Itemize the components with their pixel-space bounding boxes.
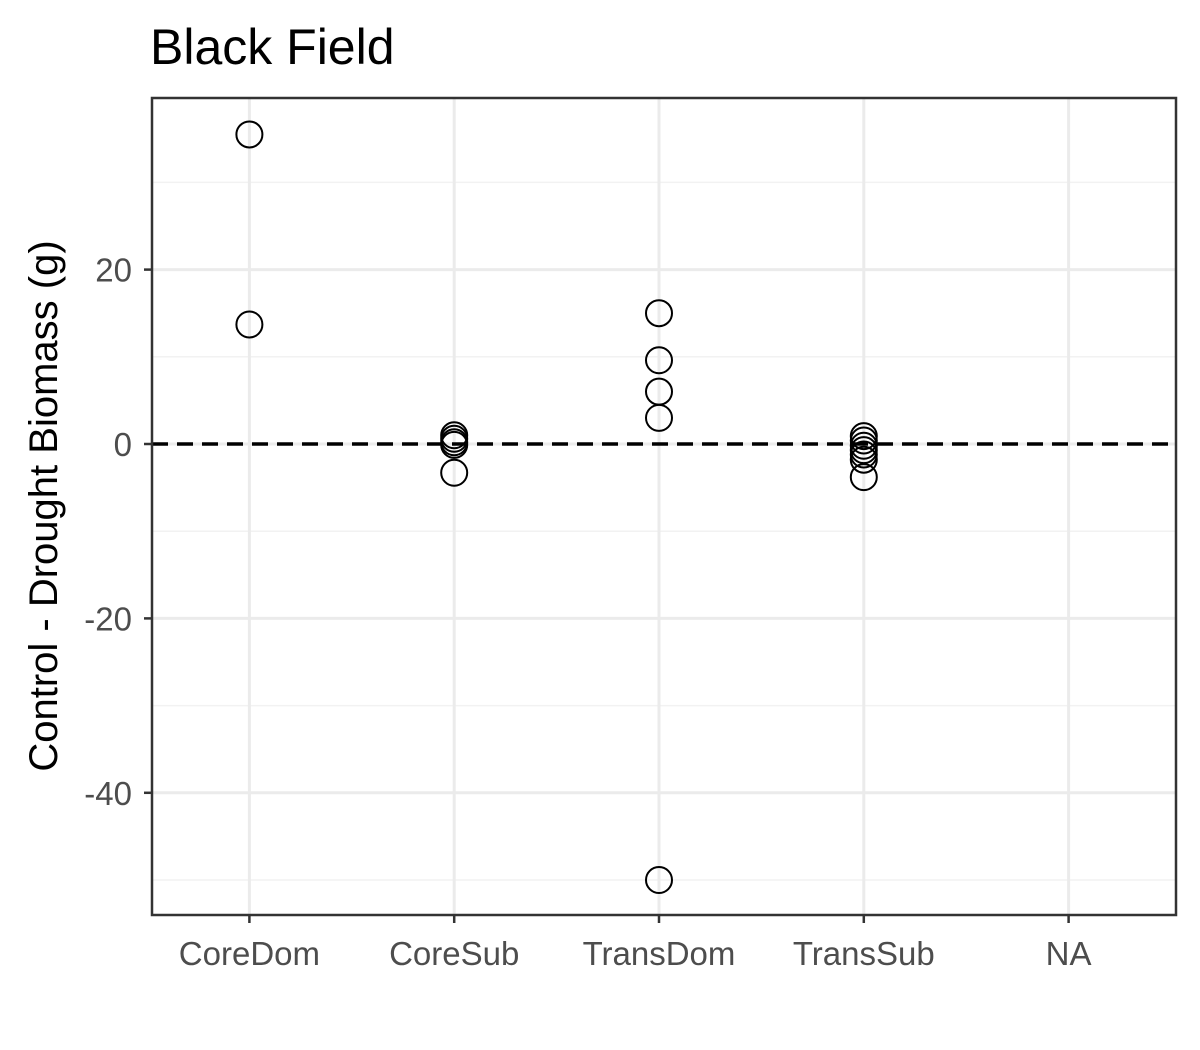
major-gridlines bbox=[152, 98, 1176, 915]
data-point bbox=[849, 426, 878, 455]
data-point bbox=[235, 310, 264, 339]
y-axis: -40 -20 0 20 bbox=[84, 252, 152, 812]
data-points bbox=[235, 120, 878, 894]
x-tick-label: TransSub bbox=[793, 935, 935, 972]
data-point bbox=[849, 440, 878, 469]
x-tick-label: CoreDom bbox=[179, 935, 320, 972]
data-point bbox=[645, 346, 673, 375]
data-point bbox=[645, 403, 673, 432]
data-point bbox=[440, 458, 469, 487]
data-point bbox=[849, 445, 878, 474]
data-point bbox=[235, 120, 264, 149]
data-point bbox=[645, 299, 673, 328]
x-tick-label: CoreSub bbox=[389, 935, 519, 972]
data-point bbox=[645, 866, 673, 894]
data-point bbox=[440, 430, 469, 459]
y-tick-label: -40 bbox=[84, 775, 132, 812]
chart-title: Black Field bbox=[150, 19, 395, 75]
panel-border bbox=[150, 96, 1178, 917]
y-tick-label: 0 bbox=[114, 426, 132, 463]
x-tick-label: NA bbox=[1046, 935, 1092, 972]
y-tick-label: 20 bbox=[95, 252, 132, 289]
y-axis-label: Control - Drought Biomass (g) bbox=[22, 240, 66, 771]
x-axis: CoreDom CoreSub TransDom TransSub NA bbox=[179, 915, 1092, 972]
y-tick-label: -20 bbox=[84, 600, 132, 637]
minor-gridlines bbox=[152, 181, 1176, 881]
x-tick-label: TransDom bbox=[583, 935, 736, 972]
data-point bbox=[849, 463, 878, 492]
